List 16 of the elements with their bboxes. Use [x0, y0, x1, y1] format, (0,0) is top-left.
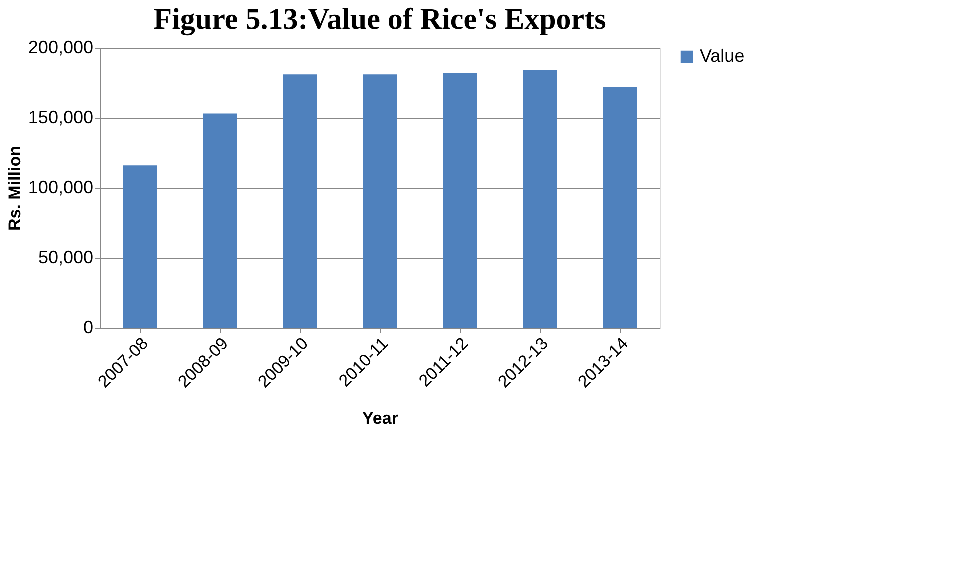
bar	[443, 73, 477, 328]
y-tick-label: 200,000	[28, 38, 94, 58]
bar	[363, 74, 397, 328]
y-tick-label: 50,000	[38, 248, 94, 268]
y-tick-label: 100,000	[28, 178, 94, 198]
bar	[523, 70, 557, 328]
bar	[283, 74, 317, 328]
y-tick-label: 150,000	[28, 108, 94, 128]
bar	[123, 166, 157, 328]
y-axis-title: Rs. Million	[5, 146, 24, 231]
legend-label: Value	[700, 46, 745, 66]
y-tick-label: 0	[83, 318, 94, 338]
bar	[603, 87, 637, 328]
x-axis-title: Year	[362, 408, 399, 428]
chart-title: Figure 5.13:Value of Rice's Exports	[154, 3, 606, 36]
bar	[203, 114, 237, 328]
